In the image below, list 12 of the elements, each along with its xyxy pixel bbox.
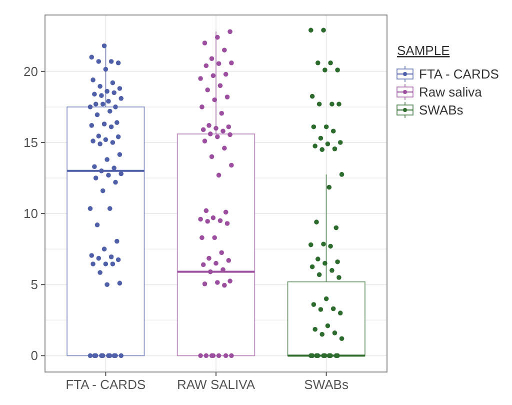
legend-label: FTA - CARDS xyxy=(419,66,500,82)
legend-label: Raw saliva xyxy=(419,84,483,100)
legend-label: SWABs xyxy=(419,102,464,118)
y-tick-label: 5 xyxy=(30,277,38,292)
x-tick-label: FTA - CARDS xyxy=(66,377,146,392)
y-tick-label: 0 xyxy=(30,348,38,364)
y-tick-label: 15 xyxy=(24,135,38,150)
x-tick-label: SWABs xyxy=(304,377,349,392)
y-tick-label: 10 xyxy=(24,206,38,222)
x-tick-label: RAW SALIVA xyxy=(176,377,256,392)
y-tick-label: 20 xyxy=(24,64,38,79)
legend-title: SAMPLE xyxy=(397,43,450,58)
